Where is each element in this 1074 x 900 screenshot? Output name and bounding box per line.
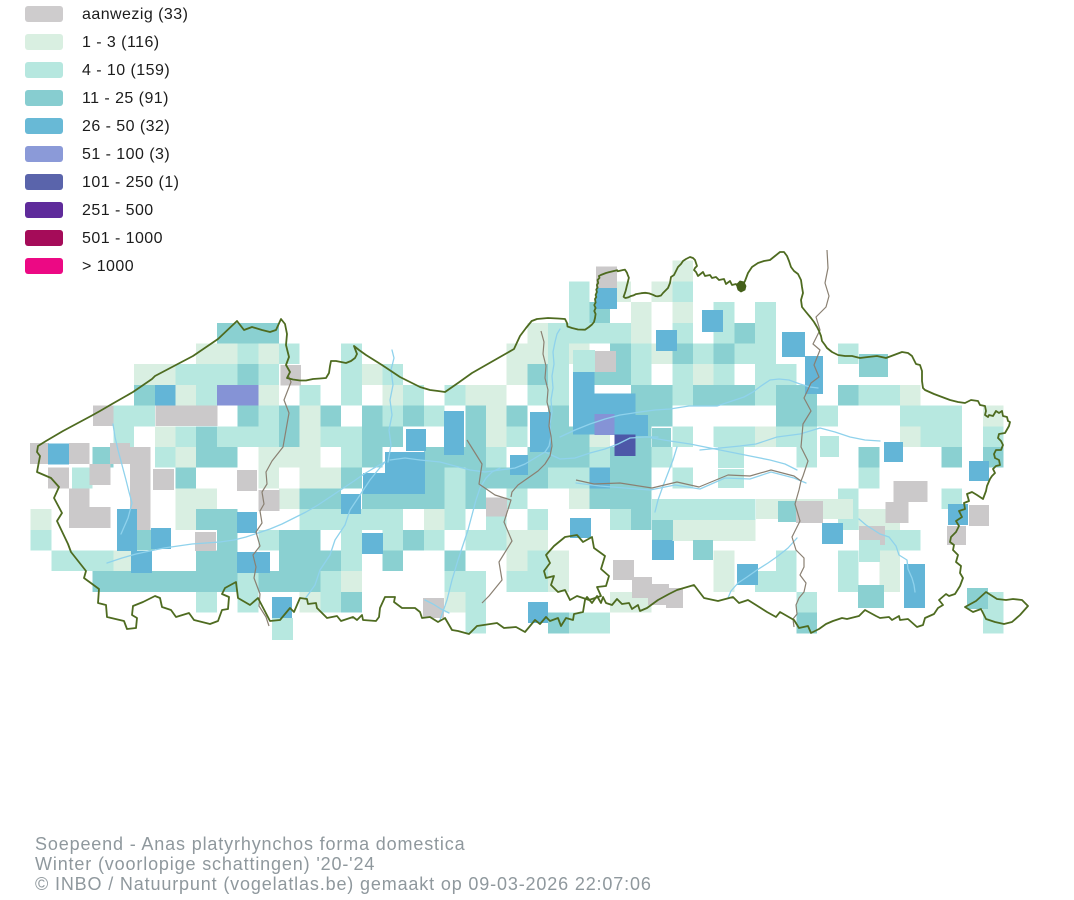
svg-text:© INBO / Natuurpunt (vogelatla: © INBO / Natuurpunt (vogelatlas.be) gema… <box>35 874 652 894</box>
svg-text:4 - 10 (159): 4 - 10 (159) <box>82 62 170 79</box>
svg-text:26 - 50 (32): 26 - 50 (32) <box>82 118 170 135</box>
svg-text:> 1000: > 1000 <box>82 258 134 275</box>
svg-text:Winter (voorlopige schattingen: Winter (voorlopige schattingen) '20-'24 <box>35 854 375 874</box>
svg-text:11 - 25 (91): 11 - 25 (91) <box>82 90 169 107</box>
svg-text:501 - 1000: 501 - 1000 <box>82 230 163 247</box>
svg-text:Soepeend - Anas platyrhynchos: Soepeend - Anas platyrhynchos forma dome… <box>35 834 466 854</box>
svg-text:1 - 3 (116): 1 - 3 (116) <box>82 34 160 51</box>
svg-text:aanwezig (33): aanwezig (33) <box>82 6 188 23</box>
svg-text:101 - 250 (1): 101 - 250 (1) <box>82 174 179 191</box>
svg-text:251 - 500: 251 - 500 <box>82 202 154 219</box>
svg-text:51 - 100 (3): 51 - 100 (3) <box>82 146 170 163</box>
